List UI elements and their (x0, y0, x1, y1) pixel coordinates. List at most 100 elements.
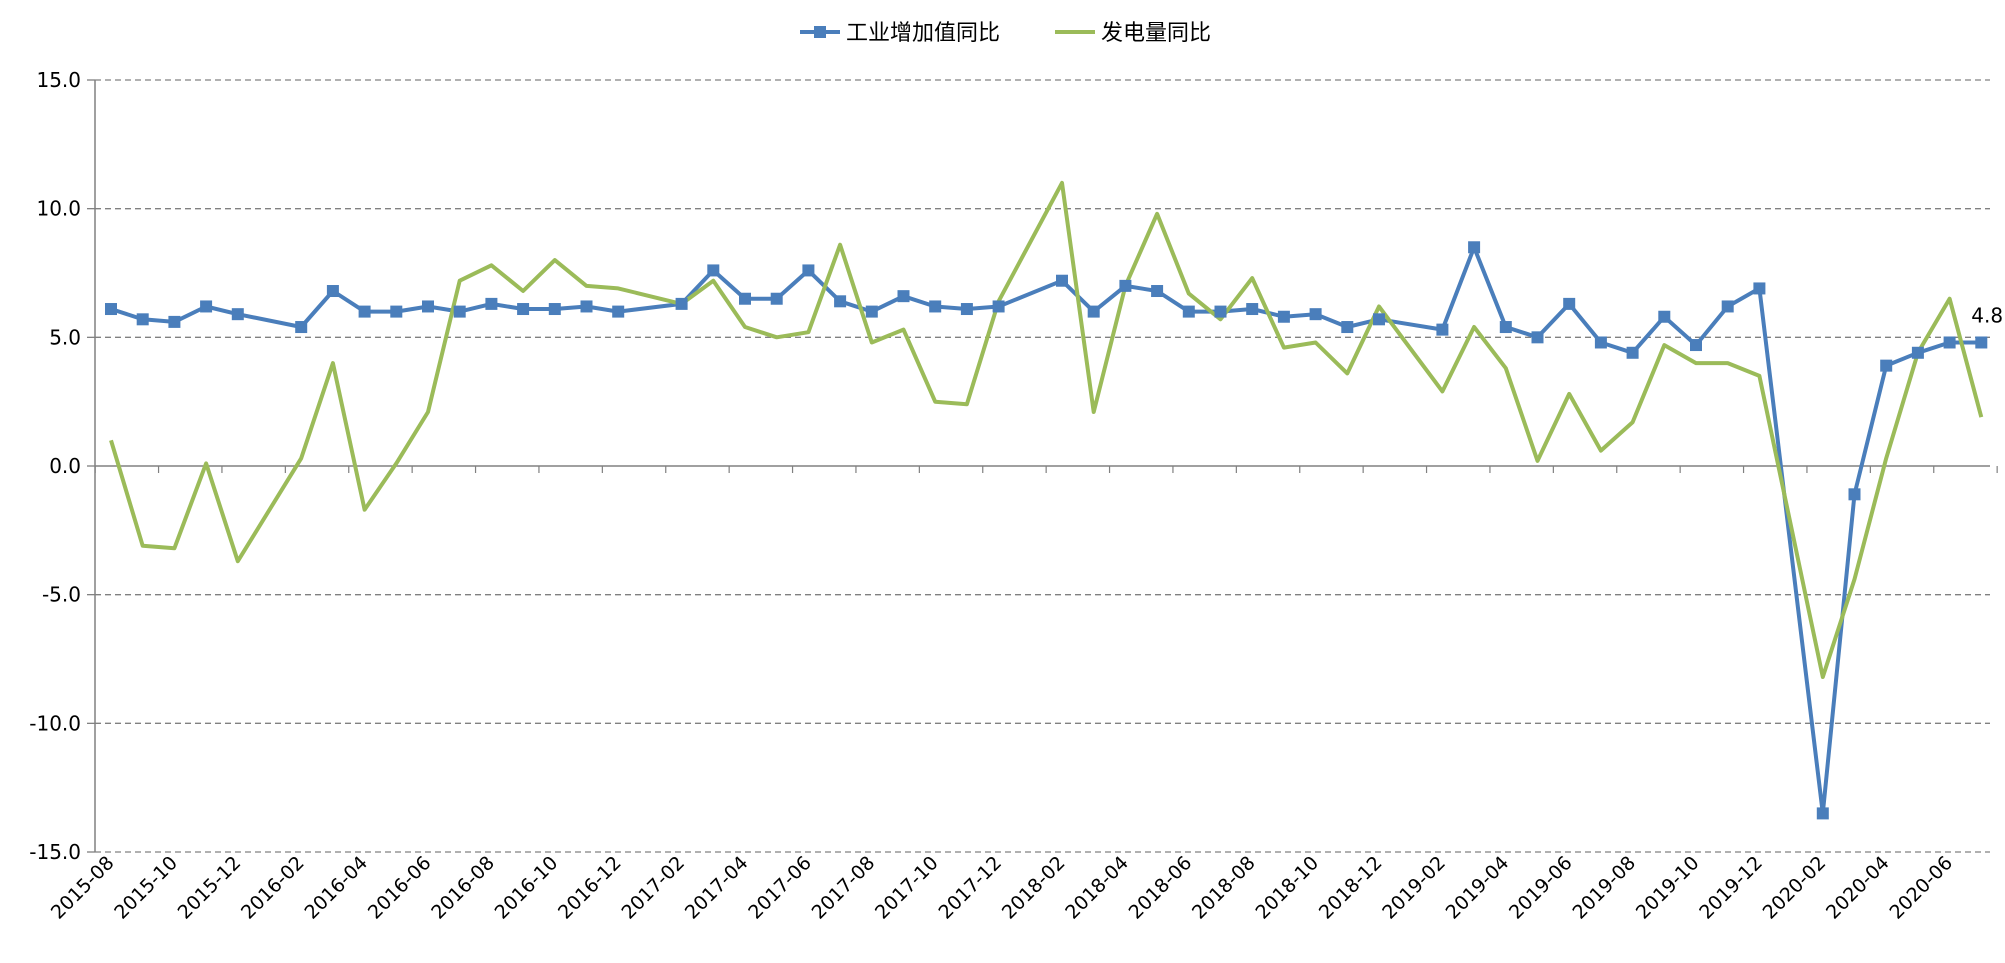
point-series-1-2019-07 (1594, 336, 1607, 349)
y-tick-label-4: -5.0 (42, 583, 81, 607)
point-series-1-2016-05 (390, 305, 403, 318)
point-series-1-2020-05 (1911, 346, 1924, 359)
point-series-1-2017-04 (739, 292, 751, 305)
x-tick-label-9: 2017-02 (617, 852, 689, 924)
point-series-1-2018-05 (1151, 285, 1164, 298)
x-tick-label-19: 2018-10 (1251, 852, 1323, 924)
legend-item-series-1: 工业增加值同比 (800, 21, 1000, 46)
point-series-1-2017-03 (707, 264, 720, 277)
x-tick-label-27: 2020-02 (1759, 852, 1831, 924)
point-series-1-2018-12 (1373, 313, 1385, 326)
x-tick-label-29: 2020-06 (1885, 852, 1957, 924)
y-tick-label-0: 15.0 (36, 68, 81, 92)
x-tick-label-16: 2018-04 (1061, 852, 1133, 924)
y-tick-label-6: -15.0 (29, 840, 81, 864)
x-tick-label-28: 2020-04 (1822, 852, 1894, 924)
point-series-1-2018-06 (1182, 305, 1195, 318)
x-tick-label-12: 2017-08 (808, 852, 880, 924)
legend-label-series-1: 工业增加值同比 (846, 21, 1000, 46)
legend-swatch-marker-series-1 (814, 26, 826, 38)
x-tick-label-4: 2016-04 (300, 852, 372, 924)
y-tick-label-3: 0.0 (49, 454, 81, 478)
x-tick-label-23: 2019-06 (1505, 852, 1577, 924)
legend-label-series-2: 发电量同比 (1101, 21, 1211, 46)
x-tick-label-1: 2015-10 (110, 852, 182, 924)
point-series-1-2015-10 (168, 315, 181, 328)
series-lines (109, 180, 1984, 816)
point-series-1-2016-02 (295, 321, 308, 334)
x-tick-label-24: 2019-08 (1568, 852, 1640, 924)
point-series-1-2017-11 (960, 303, 973, 316)
point-series-1-2017-08 (865, 305, 878, 318)
point-series-1-2019-05 (1531, 331, 1544, 344)
point-series-1-2020-06 (1943, 336, 1956, 349)
x-tick-label-21: 2019-02 (1378, 852, 1450, 924)
point-series-1-2020-02 (1816, 807, 1829, 820)
point-series-1-2019-02 (1436, 323, 1449, 336)
point-series-1-2016-04 (358, 305, 371, 318)
x-tick-label-14: 2017-12 (934, 852, 1006, 924)
y-tick-label-1: 10.0 (36, 197, 81, 221)
point-series-1-2015-11 (200, 300, 213, 313)
series-markers (105, 241, 1988, 820)
point-series-1-2019-11 (1721, 300, 1734, 313)
x-tick-label-25: 2019-10 (1632, 852, 1704, 924)
x-tick-labels: 2015-082015-102015-122016-022016-042016-… (47, 852, 1957, 924)
point-series-1-2017-05 (770, 292, 783, 305)
point-series-1-2020-03 (1848, 488, 1861, 501)
x-tick-label-18: 2018-08 (1188, 852, 1260, 924)
point-series-1-2018-10 (1309, 308, 1322, 321)
x-tick-label-10: 2017-04 (681, 852, 753, 924)
y-tick-label-2: 5.0 (49, 325, 81, 349)
point-series-1-2019-06 (1563, 297, 1576, 310)
x-tick-label-3: 2016-02 (237, 852, 309, 924)
series-line-2 (109, 180, 1984, 679)
legend-item-series-2: 发电量同比 (1055, 21, 1211, 46)
point-series-1-2016-12 (612, 305, 625, 318)
x-tick-label-20: 2018-12 (1315, 852, 1387, 924)
point-series-1-2016-06 (422, 300, 434, 313)
point-series-1-2018-02 (1056, 274, 1068, 287)
point-series-1-2015-12 (231, 308, 244, 321)
point-series-1-2017-12 (992, 300, 1005, 313)
y-tick-label-5: -10.0 (29, 711, 81, 735)
x-tick-label-26: 2019-12 (1695, 852, 1767, 924)
point-series-1-2019-08 (1626, 346, 1639, 359)
point-series-1-2016-10 (548, 303, 561, 316)
x-tick-label-13: 2017-10 (871, 852, 943, 924)
x-tick-label-5: 2016-06 (364, 852, 436, 924)
legend: 工业增加值同比 发电量同比 (800, 21, 1211, 46)
point-series-1-2017-09 (897, 290, 910, 303)
point-series-1-2016-07 (453, 305, 466, 318)
point-series-1-2018-04 (1119, 279, 1132, 292)
point-series-1-2016-08 (485, 297, 498, 310)
point-series-1-2018-09 (1277, 310, 1290, 323)
point-series-1-2020-04 (1880, 359, 1893, 372)
grid-lines (95, 79, 1990, 853)
x-tick-label-2: 2015-12 (174, 852, 246, 924)
x-tick-label-8: 2016-12 (554, 852, 626, 924)
data-labels: 4.8 (1971, 303, 2003, 327)
axes (87, 79, 1998, 853)
x-tick-label-6: 2016-08 (427, 852, 499, 924)
point-series-1-2016-09 (517, 303, 530, 316)
x-tick-label-17: 2018-06 (1125, 852, 1197, 924)
x-tick-label-15: 2018-02 (998, 852, 1070, 924)
point-series-1-2017-02 (675, 297, 688, 310)
point-series-1-2019-03 (1468, 241, 1481, 254)
data-label-0: 4.8 (1971, 303, 2003, 327)
point-series-1-2019-12 (1753, 282, 1766, 295)
point-series-1-2017-06 (802, 264, 815, 277)
x-tick-label-11: 2017-06 (744, 852, 816, 924)
point-series-1-2018-08 (1246, 303, 1259, 316)
point-series-1-2019-10 (1690, 339, 1702, 352)
point-series-1-2016-11 (580, 300, 593, 313)
x-tick-label-7: 2016-10 (491, 852, 563, 924)
point-series-1-2017-07 (834, 295, 847, 308)
point-series-1-2019-09 (1658, 310, 1671, 323)
point-series-1-2017-10 (929, 300, 942, 313)
point-series-1-2018-07 (1214, 305, 1227, 318)
point-series-1-2018-03 (1087, 305, 1100, 318)
